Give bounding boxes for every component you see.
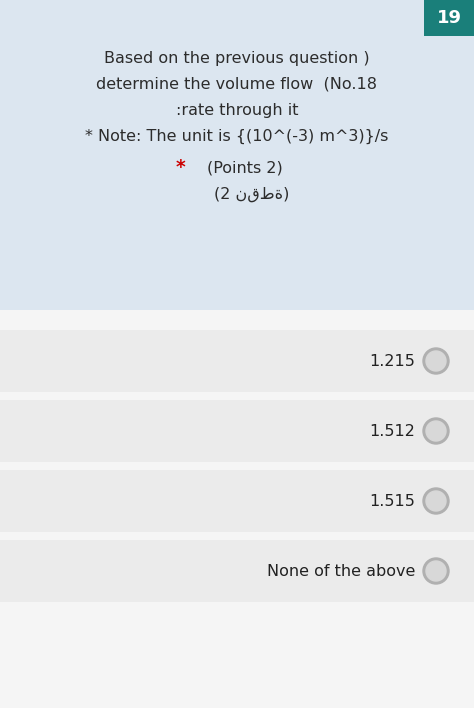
Text: 1.512: 1.512: [369, 423, 415, 438]
Circle shape: [426, 351, 446, 371]
Text: *: *: [176, 159, 186, 178]
FancyBboxPatch shape: [0, 330, 474, 392]
Circle shape: [426, 491, 446, 511]
Circle shape: [423, 558, 449, 584]
FancyBboxPatch shape: [0, 470, 474, 532]
FancyBboxPatch shape: [424, 0, 474, 36]
Text: (Points 2): (Points 2): [207, 161, 283, 176]
Text: determine the volume flow  (No.18: determine the volume flow (No.18: [97, 76, 377, 91]
Text: * Note: The unit is {(10^(-3) m^3)}/s: * Note: The unit is {(10^(-3) m^3)}/s: [85, 128, 389, 144]
Text: Based on the previous question ): Based on the previous question ): [104, 50, 370, 66]
Text: 19: 19: [437, 9, 462, 27]
Circle shape: [423, 488, 449, 514]
Text: :rate through it: :rate through it: [176, 103, 298, 118]
Circle shape: [423, 348, 449, 374]
Text: 1.515: 1.515: [369, 493, 415, 508]
Text: 1.215: 1.215: [369, 353, 415, 368]
FancyBboxPatch shape: [0, 400, 474, 462]
Circle shape: [423, 418, 449, 444]
Text: (2 نقطة): (2 نقطة): [214, 186, 290, 202]
FancyBboxPatch shape: [0, 540, 474, 602]
FancyBboxPatch shape: [0, 0, 474, 310]
Text: None of the above: None of the above: [266, 564, 415, 578]
Circle shape: [426, 421, 446, 441]
Circle shape: [426, 561, 446, 581]
